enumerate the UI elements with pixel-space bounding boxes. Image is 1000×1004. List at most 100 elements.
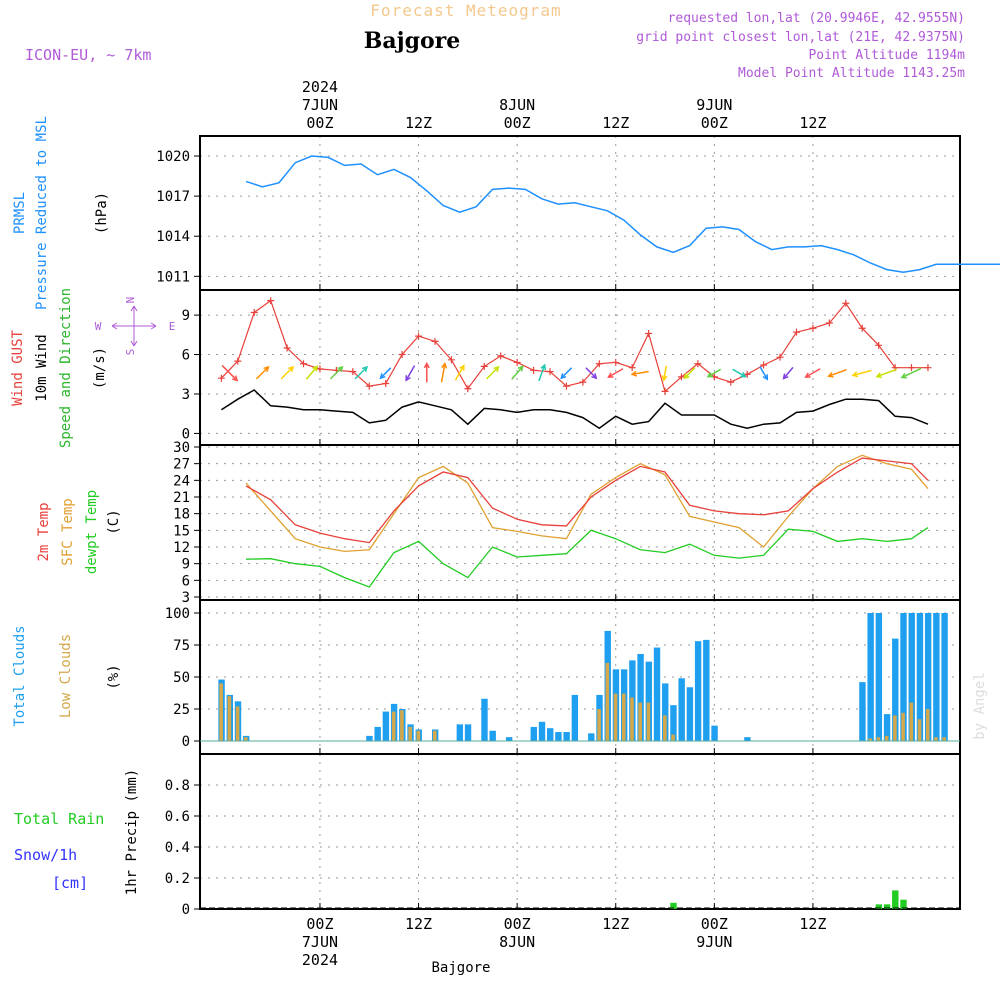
low-cloud-bar: [663, 715, 667, 741]
y-tick-label: 0: [182, 426, 190, 442]
low-cloud-bar: [219, 683, 223, 741]
wind-arrow-head: [288, 365, 295, 373]
cloud-ylabel: Total Clouds Low Clouds: [12, 625, 74, 726]
bottom-day-label: 8JUN: [499, 933, 535, 951]
wind-arrow-shaft: [783, 366, 794, 380]
panel-frame: [199, 444, 961, 601]
wind-arrow: [423, 361, 430, 383]
panel-pressure: 1011 1014 1017 1020 PRMSL Pressure Reduced to…: [12, 116, 1000, 310]
low-cloud-bar: [884, 735, 889, 741]
y-tick-label: 0.2: [165, 871, 190, 887]
top-day-label: 9JUN: [696, 96, 732, 114]
y-tick-label: 0: [182, 902, 190, 918]
ylabel-speed-direction: Speed and Direction: [58, 288, 74, 448]
wind-arrow-shaft: [707, 368, 722, 378]
wind-ylabel: Wind GUST 10m Wind Speed and Direction: [10, 288, 74, 448]
bottom-day-label: 7JUN: [302, 933, 338, 951]
y-tick-label: 18: [173, 507, 190, 523]
low-cloud-bar: [909, 702, 914, 741]
total-cloud-bar: [859, 682, 866, 741]
low-cloud-bar: [942, 737, 946, 741]
ylabel-precip: 1hr Precip (mm): [124, 769, 140, 895]
total-cloud-bar: [382, 711, 390, 741]
credit-watermark: by Angel: [972, 672, 988, 739]
panel-frame: [199, 135, 961, 291]
total-cloud-bar: [538, 721, 546, 741]
total-cloud-bar: [924, 613, 932, 741]
wind-arrow-shaft: [608, 368, 624, 378]
wind-arrow-shaft: [354, 366, 368, 380]
gust-marker: [497, 352, 505, 360]
gust-marker: [677, 373, 685, 381]
wind-arrow-head: [706, 371, 714, 378]
low-cloud-bar: [605, 662, 610, 741]
wind-arrow-head: [517, 365, 524, 372]
gust-marker: [628, 364, 636, 372]
temp-ylabel: 2m Temp SFC Temp dewpt Temp: [36, 490, 100, 574]
pressure-ylabel: PRMSL Pressure Reduced to MSL: [12, 116, 50, 310]
gust-line: [220, 299, 928, 393]
rain-bar: [875, 904, 883, 909]
label-total-rain: Total Rain: [14, 810, 104, 828]
low-cloud-bar: [391, 711, 396, 741]
gust-marker: [760, 361, 768, 369]
gust-marker: [447, 356, 455, 364]
gust-marker: [727, 378, 735, 386]
gust-marker: [283, 344, 291, 352]
wind-arrow: [759, 366, 769, 381]
gust-marker: [875, 341, 883, 349]
gust-marker: [415, 332, 423, 340]
wind-arrow-shaft: [876, 368, 898, 378]
total-cloud-bar: [900, 613, 907, 741]
y-tick-label: 27: [173, 457, 190, 473]
gust-marker: [464, 385, 472, 393]
chart-title: Forecast Meteogram: [370, 1, 561, 20]
wind-arrow: [683, 367, 696, 380]
wind-arrow: [454, 364, 465, 381]
wind-arrow-head: [423, 361, 430, 369]
gust-marker: [661, 387, 669, 395]
wind-arrow-head: [827, 371, 834, 378]
low-cloud-bar: [646, 702, 651, 741]
wind-arrow: [732, 368, 747, 378]
total-cloud-bar: [916, 613, 924, 741]
total-cloud-bar: [505, 737, 513, 741]
total-cloud-bar: [464, 724, 472, 741]
total-cloud-bar: [670, 705, 677, 741]
low-cloud-bar: [244, 737, 248, 741]
total-cloud-bar: [908, 613, 915, 741]
wind-arrow: [851, 369, 872, 378]
total-cloud-bar: [694, 641, 702, 741]
wind-arrow-shaft: [255, 366, 269, 380]
ylabel-ms: (m/s): [92, 347, 108, 389]
low-cloud-bar: [408, 726, 412, 741]
pressure-unit: (hPa): [94, 192, 110, 234]
y-tick-label: 100: [165, 606, 190, 622]
bottom-hour-label: 00Z: [701, 915, 728, 933]
total-cloud-bar: [374, 726, 381, 741]
footer-location: Bajgore: [431, 960, 490, 976]
low-cloud-bar: [416, 730, 421, 741]
wind-arrow: [804, 368, 821, 378]
wind-arrow: [255, 365, 270, 380]
wind-arrow: [782, 366, 794, 380]
gust-marker: [365, 382, 373, 390]
bottom-tick-label: 12Z: [799, 915, 826, 933]
wind-arrow-head: [661, 375, 668, 382]
gust-marker: [513, 358, 521, 366]
gust-marker: [612, 358, 620, 366]
y-tick-label: 9: [182, 557, 190, 573]
ylabel-c: (C): [106, 509, 122, 534]
wind-arrow-shaft: [901, 367, 922, 379]
wind-arrow-shaft: [631, 370, 649, 376]
temp-2m-line: [245, 457, 929, 544]
bottom-year-label: 2024: [302, 951, 338, 969]
wind-arrow: [560, 367, 573, 380]
ylabel-percent: (%): [106, 664, 122, 689]
wind-10m-line: [220, 389, 929, 430]
compass-s: S: [124, 349, 137, 356]
point-altitude: Point Altitude 1194m: [808, 48, 965, 63]
wind-arrow-head: [337, 365, 344, 373]
gust-marker: [842, 299, 850, 307]
